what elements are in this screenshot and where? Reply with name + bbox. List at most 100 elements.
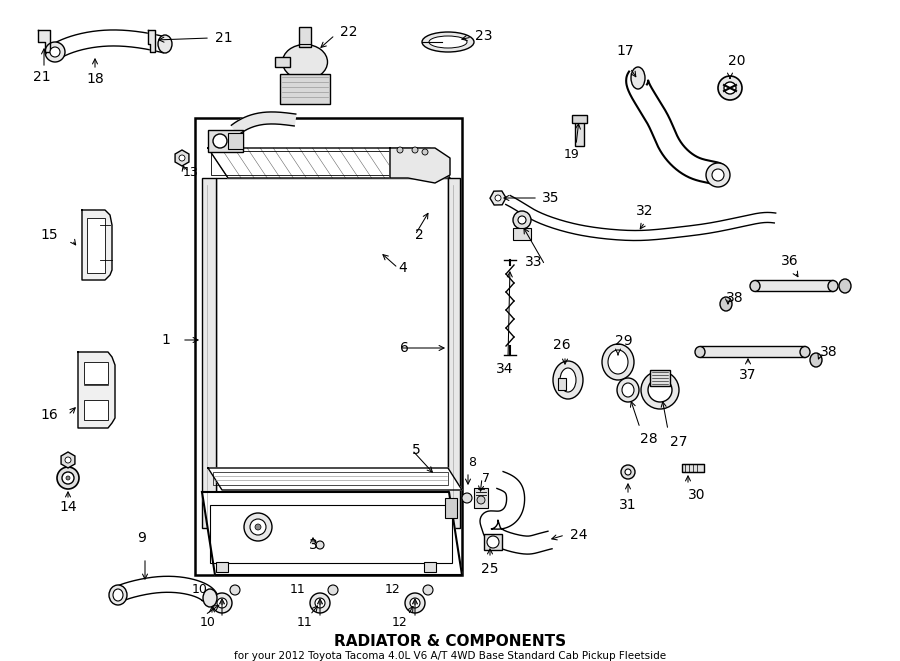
Bar: [228, 133, 243, 149]
Polygon shape: [208, 468, 462, 490]
Circle shape: [718, 76, 742, 100]
Circle shape: [518, 216, 526, 224]
Circle shape: [66, 476, 70, 480]
Circle shape: [45, 42, 65, 62]
Text: 26: 26: [554, 338, 571, 352]
Bar: [202, 178, 216, 528]
Ellipse shape: [113, 589, 123, 601]
Bar: [474, 488, 488, 508]
Circle shape: [50, 47, 60, 57]
Bar: [87, 218, 105, 273]
Circle shape: [477, 496, 485, 504]
Text: 11: 11: [297, 615, 313, 629]
Polygon shape: [208, 148, 450, 178]
Polygon shape: [111, 576, 218, 601]
Text: 16: 16: [40, 408, 58, 422]
Circle shape: [316, 541, 324, 549]
Text: 35: 35: [542, 191, 560, 205]
Ellipse shape: [695, 346, 705, 358]
Circle shape: [179, 155, 185, 161]
Ellipse shape: [622, 383, 634, 397]
Polygon shape: [626, 71, 728, 184]
Bar: [84, 362, 108, 384]
Ellipse shape: [283, 44, 328, 79]
Ellipse shape: [621, 465, 635, 479]
Text: 22: 22: [340, 25, 357, 39]
Bar: [208, 130, 243, 152]
Text: 4: 4: [398, 261, 407, 275]
Text: 11: 11: [290, 583, 306, 596]
Circle shape: [255, 524, 261, 530]
Ellipse shape: [158, 35, 172, 53]
Bar: [700, 346, 805, 357]
Circle shape: [57, 467, 79, 489]
Text: 33: 33: [525, 255, 542, 269]
Polygon shape: [390, 148, 450, 183]
Bar: [755, 280, 833, 291]
Ellipse shape: [109, 585, 127, 605]
Ellipse shape: [750, 280, 760, 292]
Circle shape: [244, 513, 272, 541]
Circle shape: [412, 147, 418, 153]
Text: 21: 21: [33, 70, 50, 84]
Circle shape: [230, 585, 240, 595]
Ellipse shape: [828, 280, 838, 292]
Ellipse shape: [608, 350, 628, 374]
Ellipse shape: [602, 344, 634, 380]
Ellipse shape: [203, 589, 217, 607]
Polygon shape: [231, 112, 296, 135]
Text: RADIATOR & COMPONENTS: RADIATOR & COMPONENTS: [334, 635, 566, 650]
Circle shape: [213, 134, 227, 148]
Text: 9: 9: [138, 531, 147, 545]
Bar: [195, 118, 462, 575]
Bar: [650, 370, 670, 386]
Text: 38: 38: [726, 291, 743, 305]
Circle shape: [315, 598, 325, 608]
Circle shape: [310, 593, 330, 613]
Ellipse shape: [553, 361, 583, 399]
Circle shape: [212, 593, 232, 613]
Polygon shape: [82, 210, 112, 280]
Bar: [682, 464, 704, 472]
Text: 10: 10: [200, 615, 216, 629]
Circle shape: [706, 163, 730, 187]
Circle shape: [62, 472, 74, 484]
Polygon shape: [148, 30, 155, 52]
Circle shape: [422, 149, 428, 155]
Bar: [448, 178, 460, 528]
Circle shape: [220, 601, 224, 605]
Text: 23: 23: [475, 29, 492, 43]
Text: 38: 38: [820, 345, 838, 359]
Ellipse shape: [422, 32, 474, 52]
Ellipse shape: [429, 36, 467, 48]
Ellipse shape: [617, 378, 639, 402]
Text: 12: 12: [385, 583, 400, 596]
Circle shape: [513, 211, 531, 229]
Text: 6: 6: [400, 341, 409, 355]
Text: 31: 31: [619, 498, 637, 512]
Text: 12: 12: [392, 615, 408, 629]
Ellipse shape: [800, 346, 810, 358]
Text: 28: 28: [640, 432, 658, 446]
Ellipse shape: [625, 469, 631, 475]
Ellipse shape: [648, 378, 672, 402]
Ellipse shape: [720, 297, 732, 311]
Polygon shape: [202, 492, 462, 575]
Bar: [575, 118, 584, 146]
Text: 3: 3: [309, 538, 318, 552]
Circle shape: [423, 585, 433, 595]
Text: 8: 8: [468, 455, 476, 469]
Bar: [280, 74, 330, 104]
Text: 7: 7: [482, 471, 490, 485]
Ellipse shape: [631, 67, 645, 89]
Bar: [211, 151, 427, 175]
Text: 21: 21: [215, 31, 232, 45]
Text: 34: 34: [496, 362, 514, 376]
Bar: [299, 27, 311, 47]
Polygon shape: [38, 30, 50, 52]
Bar: [513, 228, 531, 240]
Circle shape: [405, 593, 425, 613]
Ellipse shape: [641, 371, 679, 409]
Circle shape: [495, 195, 501, 201]
Text: 10: 10: [192, 583, 208, 596]
